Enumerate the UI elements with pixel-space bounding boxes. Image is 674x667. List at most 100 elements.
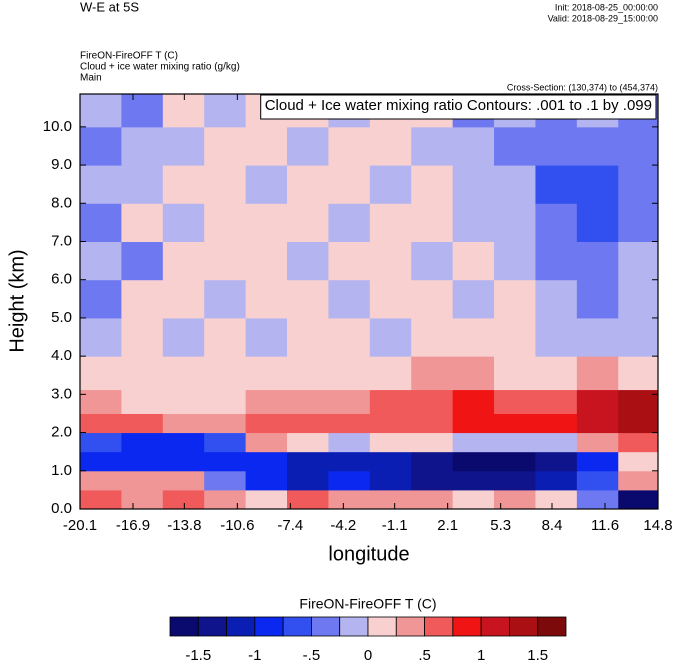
heatmap-cell xyxy=(494,432,536,453)
heatmap-cell xyxy=(162,94,205,128)
heatmap-cell xyxy=(452,451,495,472)
heatmap-cell xyxy=(245,356,288,391)
heatmap-cell xyxy=(80,165,122,204)
x-tick-label: -13.8 xyxy=(167,517,201,534)
heatmap-cell xyxy=(618,241,659,281)
heatmap-cell xyxy=(287,413,329,434)
x-tick-label: 14.8 xyxy=(643,517,672,534)
heatmap-cell xyxy=(576,470,619,491)
heatmap-cell xyxy=(121,126,164,166)
heatmap-cell xyxy=(287,165,329,204)
heatmap-cell xyxy=(369,470,412,491)
heatmap-cell xyxy=(494,356,536,391)
x-tick-label: 2.1 xyxy=(437,517,458,534)
heatmap-cell xyxy=(452,317,495,357)
x-tick-label: -1.1 xyxy=(382,517,408,534)
heatmap-cell xyxy=(121,279,164,319)
heatmap-cell xyxy=(121,489,164,510)
x-tick-label: -4.2 xyxy=(330,517,356,534)
field-label: FireON-FireOFF T (C) xyxy=(80,51,178,62)
heatmap-cell xyxy=(411,432,454,453)
heatmap-cell xyxy=(204,241,247,281)
heatmap-cell xyxy=(411,389,454,414)
colorbar-swatch xyxy=(509,616,539,637)
y-tick-label: 0.0 xyxy=(51,500,72,517)
y-tick-label: 3.0 xyxy=(51,385,72,402)
colorbar-swatch xyxy=(197,616,227,637)
heatmap-cell xyxy=(328,489,371,510)
heatmap-cell xyxy=(80,203,122,243)
heatmap-cell xyxy=(287,279,329,319)
y-tick-label: 7.0 xyxy=(51,232,72,249)
heatmap-cell xyxy=(535,389,578,414)
contour-field-label: Cloud + ice water mixing ratio (g/kg) xyxy=(80,62,240,73)
x-tick-label: 5.3 xyxy=(490,517,511,534)
heatmap-cell xyxy=(411,317,454,357)
heatmap-cell xyxy=(328,279,371,319)
heatmap-cell xyxy=(328,470,371,491)
domain-label: Main xyxy=(80,73,102,84)
heatmap-cell xyxy=(369,317,412,357)
heatmap-cell xyxy=(494,451,536,472)
x-tick-label: -10.6 xyxy=(220,517,254,534)
heatmap-cell xyxy=(204,413,247,434)
heatmap-cell xyxy=(245,489,288,510)
heatmap-cell xyxy=(576,165,619,204)
heatmap-cell xyxy=(618,203,659,243)
heatmap-cell xyxy=(535,279,578,319)
heatmap-cell xyxy=(121,317,164,357)
heatmap-cell xyxy=(287,470,329,491)
heatmap-cell xyxy=(245,432,288,453)
colorbar-label: 1 xyxy=(477,647,485,664)
heatmap-cell xyxy=(328,389,371,414)
heatmap-cell xyxy=(204,126,247,166)
heatmap-cell xyxy=(121,451,164,472)
colorbar-swatch xyxy=(339,616,369,637)
heatmap-cell xyxy=(494,165,536,204)
heatmap-cell xyxy=(535,317,578,357)
colorbar-swatch xyxy=(480,616,510,637)
heatmap-cell xyxy=(162,389,205,414)
heatmap-cell xyxy=(287,432,329,453)
heatmap-cell xyxy=(162,470,205,491)
heatmap-cell xyxy=(494,470,536,491)
y-tick-label: 5.0 xyxy=(51,309,72,326)
heatmap-cell xyxy=(494,389,536,414)
heatmap-cell xyxy=(287,126,329,166)
heatmap-cell xyxy=(618,413,659,434)
heatmap-cell xyxy=(245,126,288,166)
heatmap-cell xyxy=(204,94,247,128)
colorbar-title: FireON-FireOFF T (C) xyxy=(299,596,436,612)
heatmap-cell xyxy=(121,241,164,281)
heatmap-cell xyxy=(287,451,329,472)
y-tick-label: 2.0 xyxy=(51,424,72,441)
heatmap-cell xyxy=(618,279,659,319)
heatmap-cell xyxy=(162,356,205,391)
heatmap-cell xyxy=(494,489,536,510)
heatmap-cell xyxy=(576,489,619,510)
heatmap-cell xyxy=(80,317,122,357)
colorbar-swatch xyxy=(254,616,284,637)
x-tick-label: -7.4 xyxy=(277,517,303,534)
heatmap-cell xyxy=(328,203,371,243)
heatmap-cell xyxy=(245,451,288,472)
heatmap-cell xyxy=(535,489,578,510)
heatmap-cell xyxy=(576,413,619,434)
heatmap-cell xyxy=(121,203,164,243)
heatmap-cell xyxy=(411,279,454,319)
heatmap-cell xyxy=(618,356,659,391)
y-tick-label: 1.0 xyxy=(51,462,72,479)
colorbar-swatch xyxy=(367,616,397,637)
heatmap-cell xyxy=(328,451,371,472)
heatmap-cell xyxy=(369,203,412,243)
heatmap-cell xyxy=(121,432,164,453)
heatmap-cell xyxy=(452,356,495,391)
heatmap-cell xyxy=(494,317,536,357)
heatmap-cell xyxy=(80,279,122,319)
x-tick-label: 8.4 xyxy=(542,517,563,534)
colorbar-swatch xyxy=(452,616,482,637)
heatmap-cell xyxy=(411,470,454,491)
heatmap-cell xyxy=(618,432,659,453)
heatmap-cell xyxy=(494,126,536,166)
heatmap-cell xyxy=(245,470,288,491)
